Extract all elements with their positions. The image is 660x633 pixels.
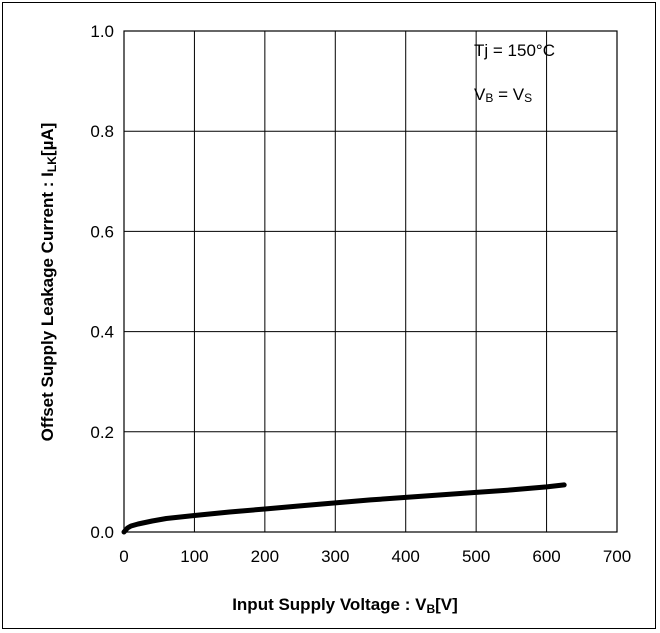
x-tick-label-6: 600 [532, 547, 560, 566]
annotation-vb-sub: B [485, 91, 493, 105]
y-axis-title-sub: LK [45, 156, 59, 172]
annotation-temperature: Tj = 150°C [474, 41, 555, 60]
annotation-voltage: VB = VS [474, 85, 532, 105]
annotation-vb: V [474, 85, 486, 104]
x-axis-title: Input Supply Voltage : VB[V] [232, 595, 458, 616]
y-axis-title-unit: [µA] [38, 123, 57, 156]
y-tick-labels: 0.0 0.2 0.4 0.6 0.8 1.0 [90, 22, 114, 542]
annotation-vs-sub: S [524, 91, 532, 105]
y-tick-label-5: 1.0 [90, 22, 114, 41]
x-tick-label-5: 500 [462, 547, 490, 566]
y-tick-label-3: 0.6 [90, 222, 114, 241]
x-tick-label-7: 700 [603, 547, 631, 566]
x-axis-title-main: Input Supply Voltage : V [232, 595, 427, 614]
y-tick-label-4: 0.8 [90, 122, 114, 141]
y-tick-label-2: 0.4 [90, 323, 114, 342]
x-tick-label-0: 0 [119, 547, 128, 566]
x-axis-title-unit: [V] [435, 595, 458, 614]
annotation-eq-vs: = V [493, 85, 524, 104]
series-line [121, 482, 567, 535]
x-tick-label-3: 300 [321, 547, 349, 566]
y-axis-title-main: Offset Supply Leakage Current : I [38, 172, 57, 441]
y-axis-title: Offset Supply Leakage Current : ILK[µA] [38, 123, 59, 442]
plot-border [123, 30, 618, 533]
x-axis-title-sub: B [426, 602, 435, 616]
y-tick-label-1: 0.2 [90, 423, 114, 442]
grid-lines [123, 30, 618, 533]
x-tick-label-1: 100 [180, 547, 208, 566]
x-tick-label-2: 200 [251, 547, 279, 566]
y-tick-label-0: 0.0 [90, 523, 114, 542]
x-tick-labels: 0 100 200 300 400 500 600 700 [119, 547, 631, 566]
x-tick-label-4: 400 [392, 547, 420, 566]
